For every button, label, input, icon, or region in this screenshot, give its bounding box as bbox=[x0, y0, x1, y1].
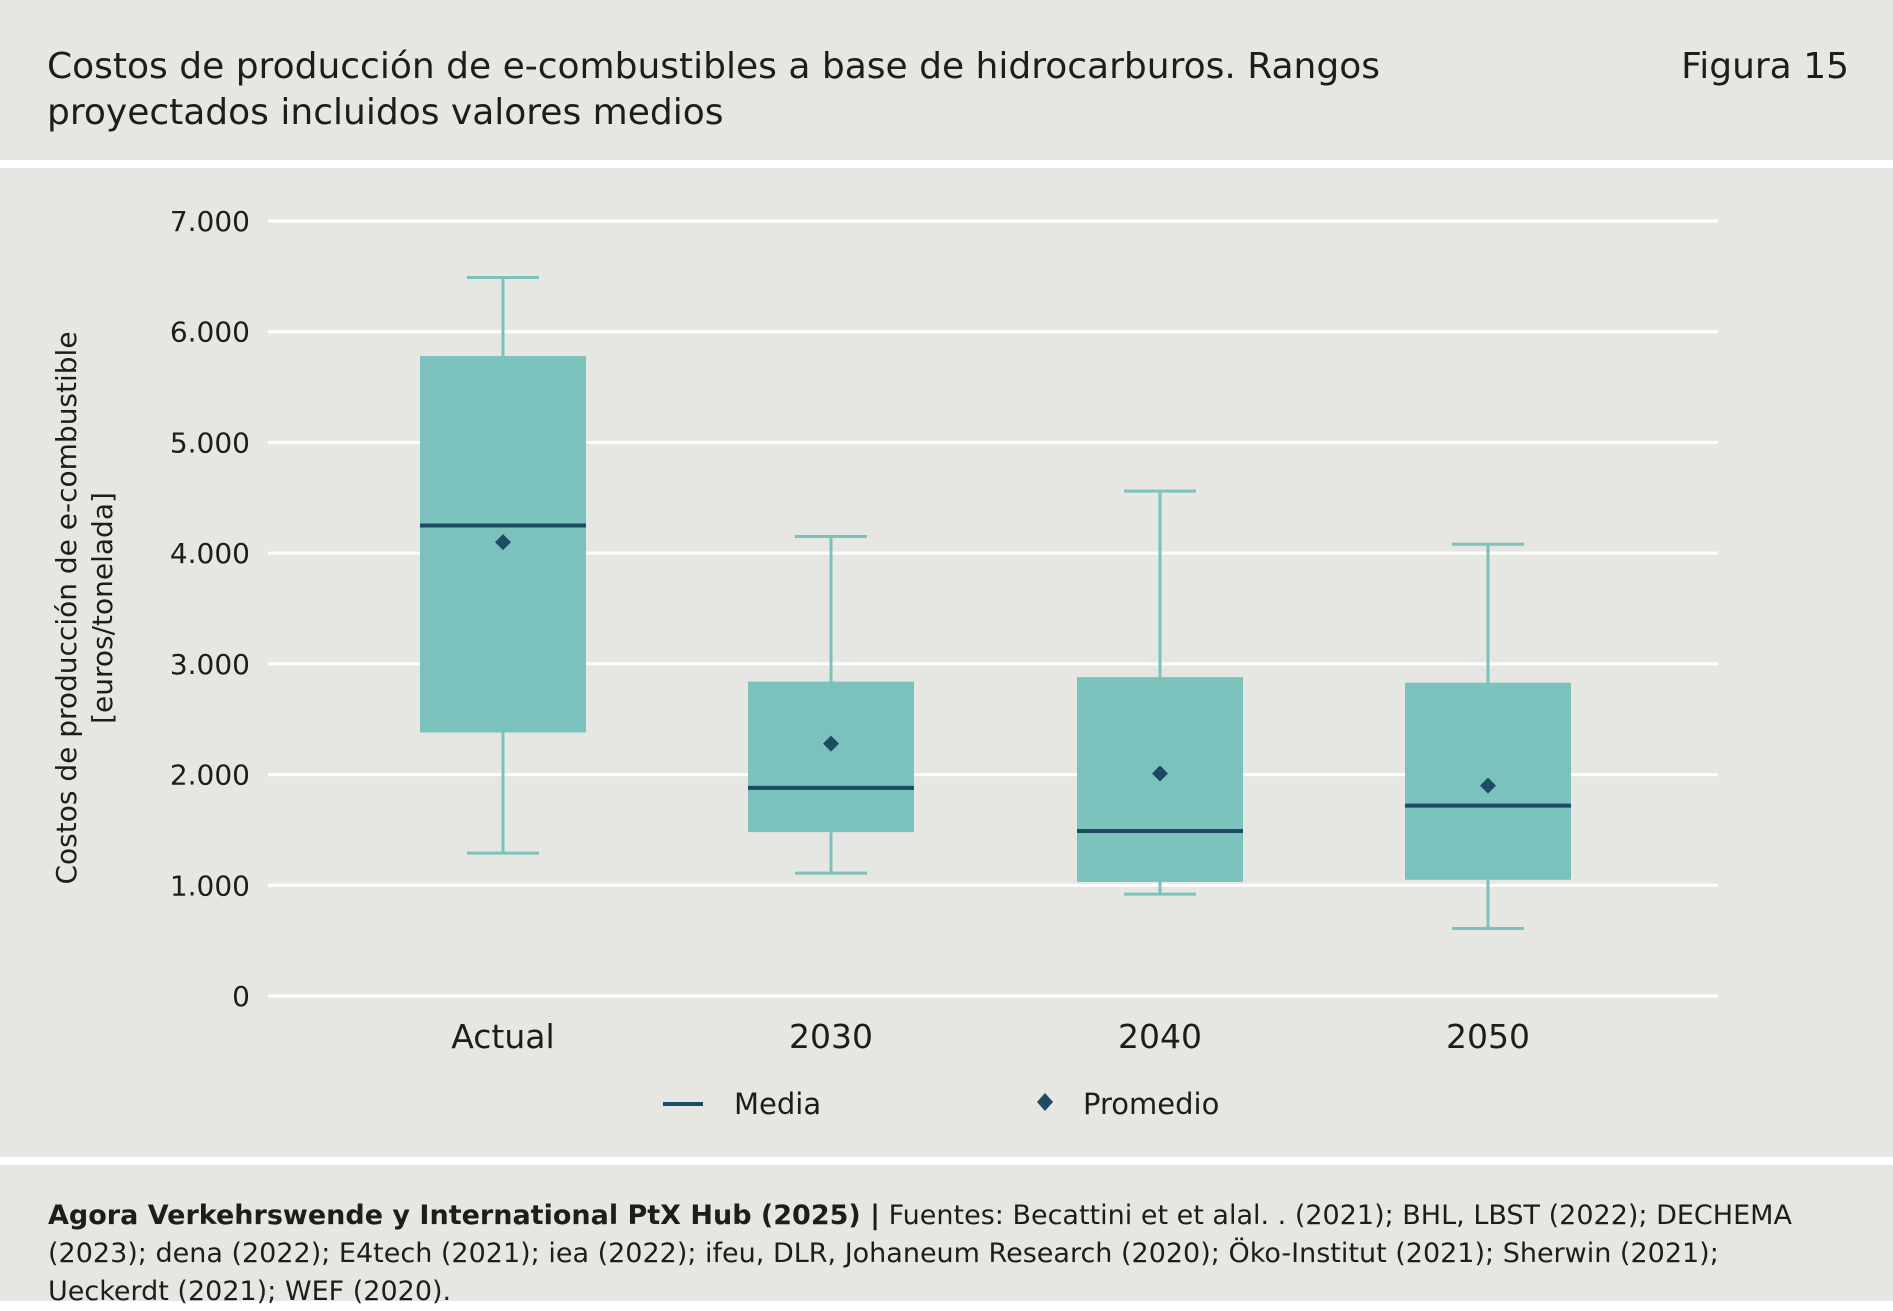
box-2030 bbox=[748, 535, 914, 875]
mean-marker bbox=[1152, 765, 1168, 782]
box-2050 bbox=[1405, 542, 1571, 930]
y-tick-label: 7.000 bbox=[170, 205, 250, 238]
figure-label: Figura 15 bbox=[1681, 46, 1849, 87]
legend-media-label: Media bbox=[734, 1087, 821, 1121]
legend-promedio-symbol bbox=[1037, 1093, 1053, 1111]
y-tick-label: 3.000 bbox=[170, 648, 250, 681]
legend-promedio-label: Promedio bbox=[1083, 1087, 1219, 1121]
y-tick-label: 1.000 bbox=[170, 869, 250, 902]
header-panel: Costos de producción de e-combustibles a… bbox=[0, 0, 1893, 160]
mean-marker bbox=[823, 735, 839, 752]
x-tick-label: 2040 bbox=[1118, 1017, 1202, 1056]
y-axis-label-line1: Costos de producción de e-combustible bbox=[50, 331, 83, 884]
chart-title: Costos de producción de e-combustibles a… bbox=[47, 46, 1380, 133]
y-tick-label: 4.000 bbox=[170, 537, 250, 570]
iqr-box bbox=[748, 681, 914, 833]
chart-panel: 0 1.000 2.000 3.000 4.000 5.000 6.000 7.000 Act… bbox=[0, 168, 1893, 1157]
boxes bbox=[420, 275, 1571, 930]
y-axis-label-line2: [euros/tonelada] bbox=[86, 492, 119, 724]
box-actual bbox=[420, 275, 586, 855]
source-list: Fuentes: Becattini et et alal. . (2021);… bbox=[48, 1200, 1792, 1307]
legend: Media Promedio bbox=[663, 1087, 1219, 1121]
mean-marker bbox=[495, 534, 511, 551]
x-axis-ticks: Actual 2030 2040 2050 bbox=[451, 1017, 1530, 1056]
x-tick-label: 2050 bbox=[1446, 1017, 1530, 1056]
y-tick-label: 5.000 bbox=[170, 426, 250, 459]
box-2040 bbox=[1077, 489, 1243, 896]
y-axis-ticks: 0 1.000 2.000 3.000 4.000 5.000 6.000 7.000 bbox=[170, 205, 250, 1013]
x-tick-label: 2030 bbox=[789, 1017, 873, 1056]
y-tick-label: 0 bbox=[232, 980, 250, 1013]
y-tick-label: 6.000 bbox=[170, 316, 250, 349]
mean-marker bbox=[1480, 777, 1496, 794]
y-tick-label: 2.000 bbox=[170, 759, 250, 792]
source-note: Agora Verkehrswende y International PtX … bbox=[48, 1197, 1848, 1311]
source-org: Agora Verkehrswende y International PtX … bbox=[48, 1200, 881, 1231]
box-plot-chart: 0 1.000 2.000 3.000 4.000 5.000 6.000 7.000 Act… bbox=[50, 205, 1718, 1121]
footer-panel: Agora Verkehrswende y International PtX … bbox=[0, 1165, 1893, 1307]
x-tick-label: Actual bbox=[451, 1017, 554, 1056]
